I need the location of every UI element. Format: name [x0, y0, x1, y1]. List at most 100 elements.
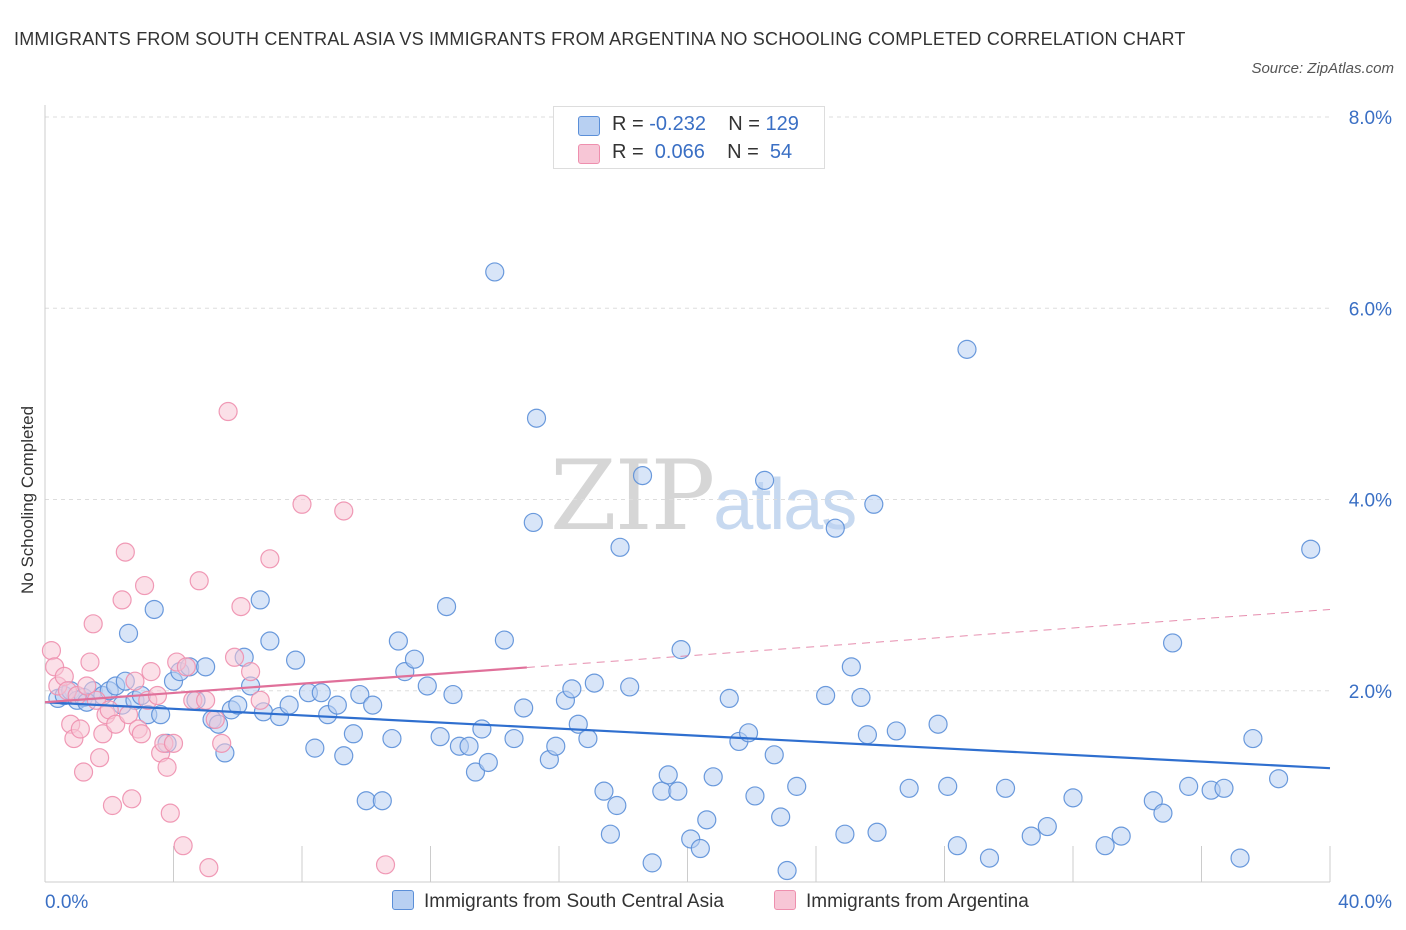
point-south-central-asia	[485, 262, 505, 282]
y-tick-label: 8.0%	[1349, 108, 1392, 129]
point-south-central-asia	[771, 807, 791, 827]
legend-row-argentina: R = 0.066 N = 54	[578, 141, 792, 165]
point-argentina	[260, 549, 280, 569]
chart-title: IMMIGRANTS FROM SOUTH CENTRAL ASIA VS IM…	[14, 29, 1186, 49]
point-south-central-asia	[652, 781, 672, 801]
trendline-argentina-extension	[526, 608, 1331, 668]
point-argentina	[83, 614, 103, 634]
point-south-central-asia	[584, 673, 604, 693]
point-south-central-asia	[1021, 826, 1041, 846]
point-south-central-asia	[642, 853, 662, 873]
point-south-central-asia	[1214, 778, 1234, 798]
point-south-central-asia	[995, 778, 1016, 798]
bottom-legend-swatch-pink	[774, 890, 796, 910]
point-argentina	[131, 724, 151, 744]
point-south-central-asia	[719, 688, 739, 709]
point-south-central-asia	[404, 649, 425, 669]
legend-r-value: 0.066	[649, 141, 705, 163]
y-axis-title: No Schooling Completed	[18, 405, 37, 594]
bottom-legend-label: Immigrants from South Central Asia	[424, 891, 724, 912]
point-south-central-asia	[835, 824, 855, 844]
point-south-central-asia	[118, 623, 139, 643]
point-south-central-asia	[1153, 803, 1173, 823]
trendline-argentina	[44, 666, 527, 704]
point-argentina	[375, 855, 396, 875]
point-south-central-asia	[472, 719, 492, 739]
point-argentina	[196, 690, 216, 710]
point-argentina	[141, 662, 161, 682]
point-south-central-asia	[578, 728, 598, 749]
point-argentina	[134, 575, 155, 596]
watermark-zip: ZIP	[550, 440, 715, 552]
point-south-central-asia	[1179, 776, 1199, 796]
point-argentina	[334, 501, 354, 521]
point-argentina	[90, 748, 110, 768]
legend-r-label: R =	[612, 141, 650, 163]
point-south-central-asia	[594, 781, 614, 801]
point-south-central-asia	[526, 408, 547, 428]
point-south-central-asia	[703, 767, 723, 787]
source-label: Source: ZipAtlas.com	[1251, 60, 1394, 77]
point-argentina	[173, 836, 193, 856]
point-south-central-asia	[305, 738, 325, 758]
point-south-central-asia	[690, 838, 710, 859]
point-south-central-asia	[610, 537, 630, 557]
point-south-central-asia	[777, 860, 797, 881]
point-argentina	[231, 596, 251, 617]
point-south-central-asia	[754, 470, 775, 490]
point-south-central-asia	[979, 848, 1000, 868]
point-argentina	[212, 733, 232, 753]
bottom-legend-argentina[interactable]: Immigrants from Argentina	[774, 890, 1029, 913]
watermark: ZIPatlas	[550, 440, 857, 552]
legend-swatch-blue	[578, 116, 600, 136]
point-south-central-asia	[523, 512, 543, 533]
x-tick-label: 40.0%	[1338, 892, 1392, 913]
point-south-central-asia	[459, 736, 479, 756]
point-south-central-asia	[144, 599, 164, 620]
point-south-central-asia	[1243, 728, 1263, 749]
point-south-central-asia	[311, 683, 331, 703]
bottom-legend-label: Immigrants from Argentina	[806, 891, 1029, 912]
point-south-central-asia	[504, 728, 524, 749]
point-south-central-asia	[443, 684, 463, 705]
point-south-central-asia	[546, 736, 566, 756]
legend-r-value: -0.232	[649, 113, 706, 135]
point-south-central-asia	[327, 695, 347, 715]
point-south-central-asia	[668, 781, 688, 801]
bottom-legend-swatch-blue	[392, 890, 414, 910]
point-south-central-asia	[363, 695, 383, 715]
point-argentina	[176, 657, 196, 677]
point-south-central-asia	[658, 765, 678, 785]
point-south-central-asia	[279, 695, 299, 715]
point-argentina	[93, 724, 113, 744]
y-tick-label: 4.0%	[1349, 491, 1392, 512]
point-south-central-asia	[1095, 836, 1115, 856]
point-argentina	[157, 757, 177, 777]
point-south-central-asia	[697, 810, 717, 830]
bottom-legend-south-central-asia[interactable]: Immigrants from South Central Asia	[392, 890, 724, 913]
point-south-central-asia	[607, 795, 627, 816]
point-south-central-asia	[600, 824, 621, 844]
legend-r-label: R =	[612, 113, 650, 135]
point-south-central-asia	[260, 631, 280, 651]
point-south-central-asia	[1111, 826, 1131, 846]
point-south-central-asia	[825, 518, 845, 538]
point-south-central-asia	[285, 650, 306, 670]
point-south-central-asia	[1037, 816, 1057, 837]
point-south-central-asia	[745, 786, 765, 806]
point-argentina	[125, 671, 145, 691]
point-south-central-asia	[436, 596, 457, 617]
point-south-central-asia	[841, 657, 861, 677]
point-south-central-asia	[787, 776, 807, 796]
point-south-central-asia	[632, 465, 653, 486]
point-south-central-asia	[430, 727, 450, 747]
point-south-central-asia	[886, 721, 906, 741]
point-south-central-asia	[334, 746, 354, 766]
point-south-central-asia	[620, 677, 640, 697]
point-south-central-asia	[1162, 633, 1183, 653]
point-south-central-asia	[1230, 848, 1250, 868]
point-south-central-asia	[151, 705, 171, 725]
point-south-central-asia	[864, 494, 884, 514]
point-south-central-asia	[350, 684, 370, 705]
trendline-south-central-asia	[44, 701, 1331, 770]
